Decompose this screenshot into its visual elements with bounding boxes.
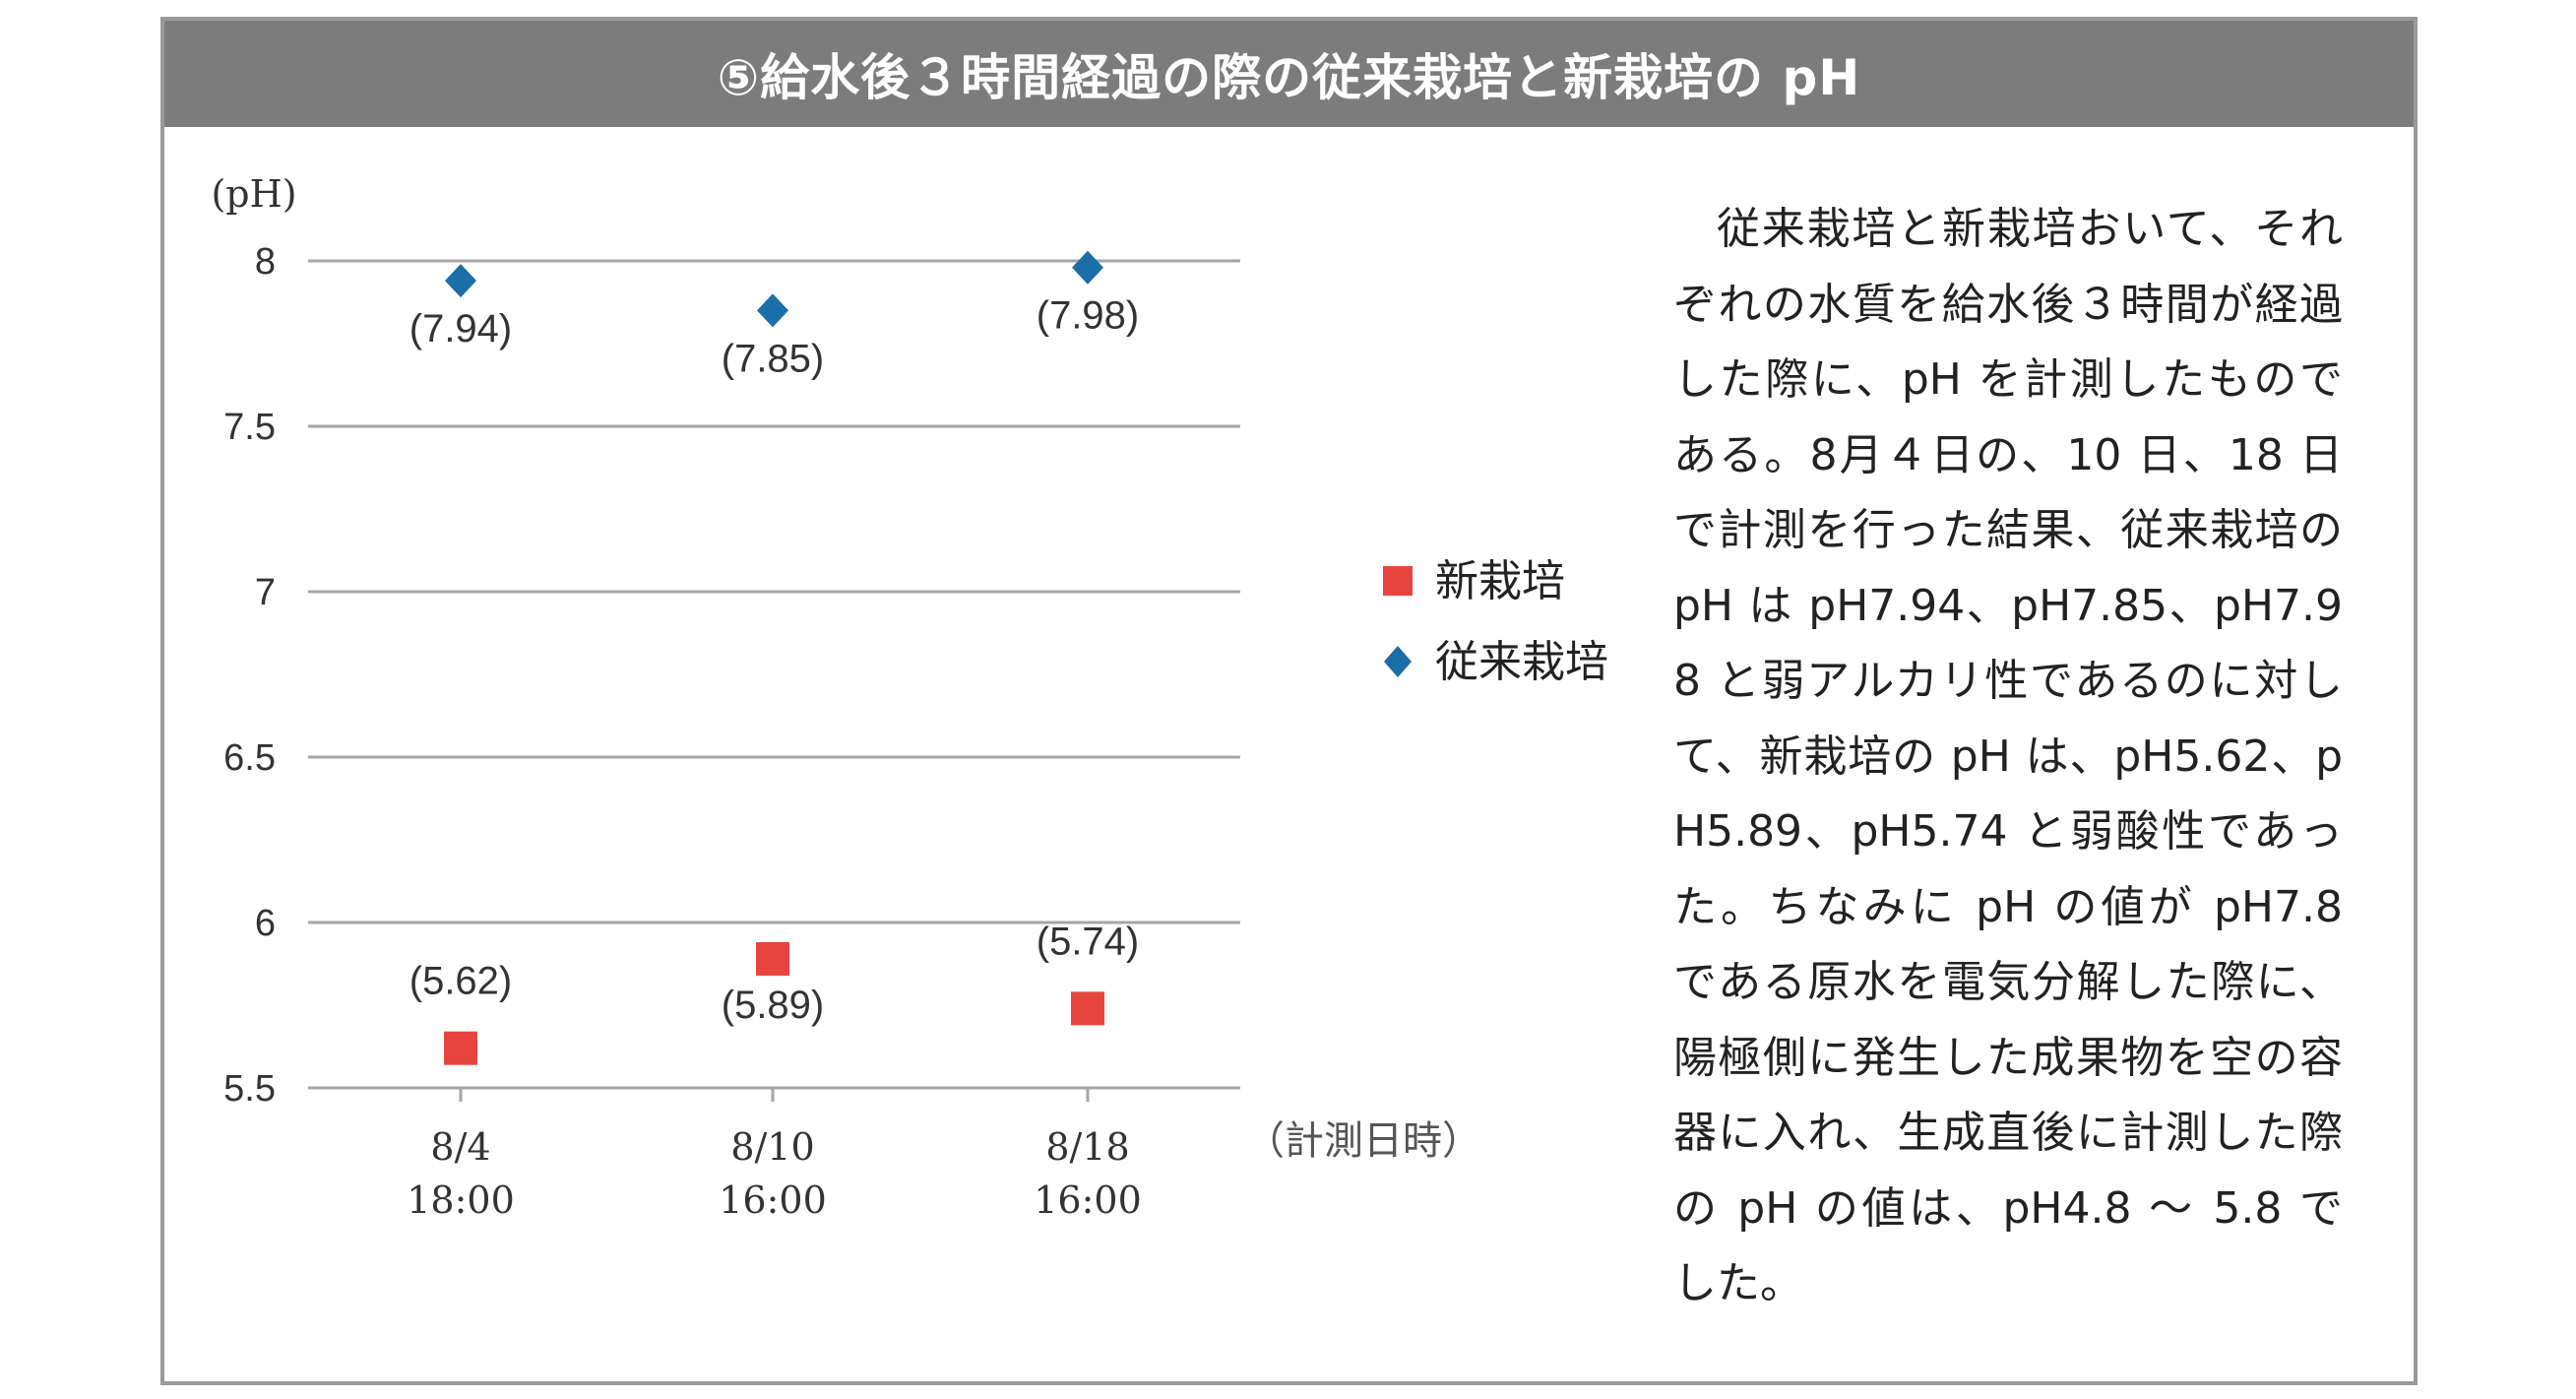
data-label: (5.62): [409, 960, 513, 1003]
data-points: [444, 250, 1104, 1065]
y-tick-label: 7.5: [223, 407, 276, 448]
x-axis-categories: 8/4 18:00 8/10 16:00 8/18 16:00: [407, 1088, 1142, 1222]
data-point-square: [444, 1031, 477, 1065]
y-tick-label: 5.5: [223, 1068, 276, 1110]
data-label: (7.85): [722, 337, 825, 380]
data-labels: (5.62) (5.89) (5.74) (7.94) (7.85) (7.98): [409, 294, 1140, 1027]
data-label: (5.74): [1037, 920, 1140, 963]
y-axis-unit-label: (pH): [211, 172, 296, 216]
legend-label: 従来栽培: [1435, 637, 1608, 687]
data-label: (7.94): [409, 307, 513, 350]
legend-marker-diamond: [1384, 646, 1412, 677]
x-tick-label: 8/10: [730, 1125, 814, 1169]
data-point-diamond: [445, 264, 476, 298]
data-point-diamond: [1072, 250, 1103, 285]
x-tick-label: 16:00: [719, 1178, 827, 1222]
data-point-diamond: [757, 293, 788, 328]
y-tick-label: 8: [255, 241, 276, 283]
y-tick-label: 6: [255, 903, 276, 944]
y-axis-ticks: 8 7.5 7 6.5 6 5.5: [223, 241, 276, 1110]
x-tick-label: 8/18: [1045, 1125, 1129, 1169]
figure-frame: ⑤給水後３時間経過の際の従来栽培と新栽培の pH: [160, 17, 2418, 1385]
x-tick-label: 18:00: [407, 1178, 515, 1222]
data-label: (5.89): [722, 984, 825, 1027]
x-tick-label: 16:00: [1034, 1178, 1142, 1222]
figure-title: ⑤給水後３時間経過の際の従来栽培と新栽培の pH: [164, 21, 2414, 127]
legend-marker-square: [1383, 566, 1413, 596]
y-tick-label: 7: [255, 572, 276, 613]
legend-label: 新栽培: [1435, 556, 1565, 606]
x-tick-label: 8/4: [430, 1125, 490, 1169]
data-label: (7.98): [1037, 294, 1140, 338]
y-tick-label: 6.5: [223, 737, 276, 779]
description-text: 従来栽培と新栽培おいて、それぞれの水質を給水後３時間が経過した際に、pH を計測…: [1673, 204, 2343, 1308]
data-point-square: [1071, 991, 1104, 1026]
data-point-square: [756, 941, 789, 976]
x-axis-unit-label: （計測日時）: [1245, 1118, 1481, 1164]
